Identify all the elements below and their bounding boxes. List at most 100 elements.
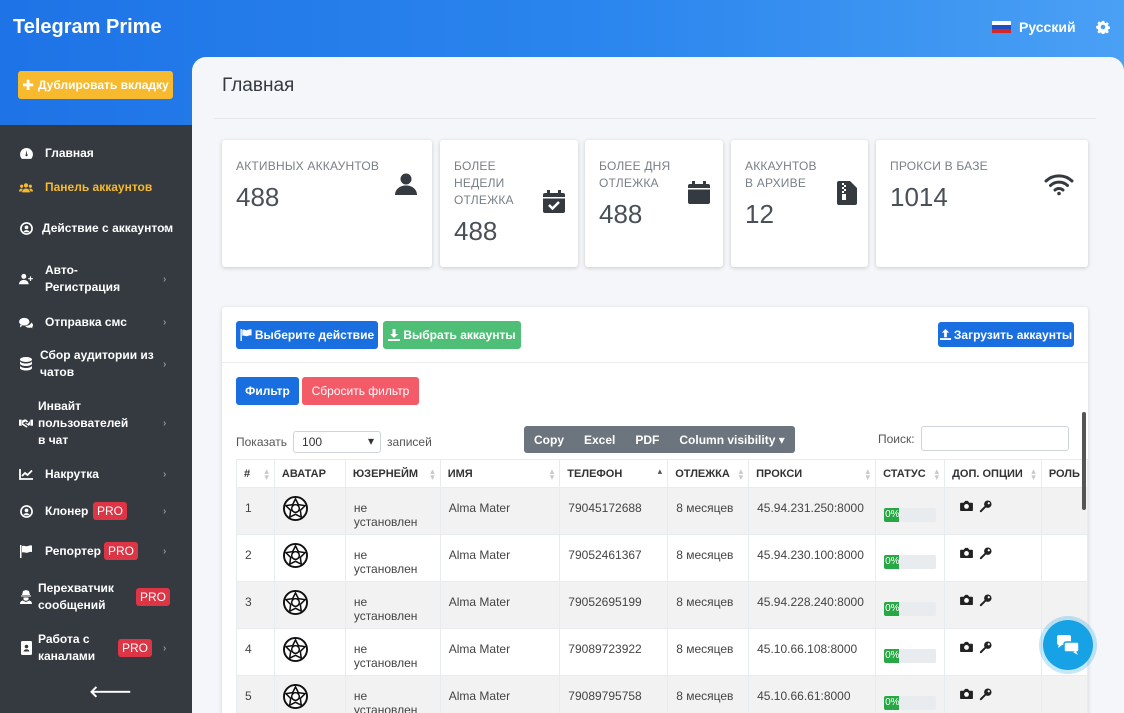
role-cell — [1040, 675, 1089, 713]
sidebar-item-sms[interactable]: Отправка смс › — [0, 314, 192, 331]
table-row[interactable]: 5 не установлен Alma Mater 79089795758 8 мес… — [236, 675, 1089, 713]
column-header[interactable]: Телефон ▴ — [559, 459, 669, 488]
scrollbar[interactable] — [1082, 412, 1086, 510]
key-icon[interactable] — [979, 547, 992, 560]
role-cell — [1040, 534, 1089, 582]
chevron-right-icon: › — [163, 469, 167, 480]
key-icon[interactable] — [979, 688, 992, 701]
sidebar-item-invite-users[interactable]: Инвайт пользователей в чат › — [0, 398, 192, 449]
camera-icon[interactable] — [960, 547, 973, 558]
row-number: 2 — [236, 534, 275, 582]
camera-icon[interactable] — [960, 688, 973, 699]
sidebar-item-message-interceptor[interactable]: Перехватчик сообщений PRO — [0, 580, 192, 614]
chevron-right-icon: › — [163, 317, 167, 328]
username-cell: не установлен — [344, 487, 441, 535]
status-progress-fill: 0% — [884, 696, 900, 710]
phone-cell: 79045172688 — [559, 487, 669, 535]
select-accounts-button[interactable]: Выбрать аккаунты — [383, 321, 521, 349]
table-row[interactable]: 4 не установлен Alma Mater 79089723922 8 мес… — [236, 628, 1089, 676]
sidebar-item-audience-collection[interactable]: Сбор аудитории из чатов › — [0, 347, 192, 381]
divider — [222, 362, 1088, 363]
name-cell: Alma Mater — [439, 581, 561, 629]
sidebar-item-channels[interactable]: Работа с каналами PRO › — [0, 631, 192, 665]
sidebar-item-account-action[interactable]: Действие с аккаунтом › — [0, 211, 192, 245]
column-header[interactable]: Отлежка ▴ ▾ — [667, 459, 750, 488]
user-icon — [395, 173, 417, 195]
duplicate-tab-button[interactable]: ✚ Дублировать вкладку — [18, 71, 173, 99]
column-visibility-button[interactable]: Column visibility ▾ — [679, 432, 785, 447]
sidebar-item-home[interactable]: Главная — [0, 145, 192, 162]
table-row[interactable]: 3 не установлен Alma Mater 79052695199 8 мес… — [236, 581, 1089, 629]
language-switcher[interactable]: Русский — [992, 19, 1076, 35]
status-progress-fill: 0% — [884, 602, 900, 616]
key-icon[interactable] — [979, 594, 992, 607]
chat-button[interactable] — [1043, 620, 1093, 670]
column-header[interactable]: Аватар — [273, 459, 346, 488]
address-book-icon — [19, 641, 33, 655]
sidebar: Главная Панель аккаунтов Действие с акка… — [0, 125, 192, 713]
key-icon[interactable] — [979, 500, 992, 513]
sidebar-item-boost[interactable]: Накрутка › — [0, 466, 192, 483]
copy-button[interactable]: Copy — [534, 432, 564, 447]
chevron-right-icon: › — [163, 505, 167, 517]
column-header[interactable]: Прокси ▴ ▾ — [748, 459, 877, 488]
chevron-right-icon: › — [163, 545, 167, 557]
column-header[interactable]: Доп. опции ▴ ▾ — [944, 459, 1042, 488]
status-cell: 0% — [875, 487, 946, 535]
age-cell: 8 месяцев — [667, 534, 750, 582]
app-title[interactable]: Telegram Prime — [13, 16, 162, 38]
table-row[interactable]: 2 не установлен Alma Mater 79052461367 8 мес… — [236, 534, 1089, 582]
page-length-select[interactable]: 100 — [293, 431, 382, 453]
gear-icon[interactable] — [1096, 20, 1110, 34]
sidebar-item-cloner[interactable]: Клонер PRO › — [0, 499, 192, 523]
column-header[interactable]: # ▴ ▾ — [236, 459, 275, 488]
russia-flag-icon — [992, 20, 1011, 34]
key-icon[interactable] — [979, 641, 992, 654]
row-number: 5 — [236, 675, 275, 713]
sidebar-item-accounts-panel[interactable]: Панель аккаунтов — [0, 179, 192, 196]
stat-card-proxies: Прокси в базе 1014 — [876, 140, 1088, 267]
user-circle-icon — [19, 504, 33, 518]
avatar-cell — [273, 581, 346, 629]
extra-options-cell — [944, 581, 1042, 629]
excel-button[interactable]: Excel — [584, 432, 616, 447]
phone-cell: 79089723922 — [559, 628, 669, 676]
role-cell — [1040, 487, 1089, 535]
status-cell: 0% — [875, 628, 946, 676]
search-input[interactable] — [921, 426, 1069, 451]
column-header[interactable]: Роль — [1040, 459, 1089, 488]
sidebar-item-auto-registration[interactable]: Авто-Регистрация › — [0, 262, 192, 296]
status-progress-bar: 0% — [884, 508, 937, 522]
camera-icon[interactable] — [960, 641, 973, 652]
column-header[interactable]: Имя ▴ ▾ — [439, 459, 561, 488]
age-cell: 8 месяцев — [667, 628, 750, 676]
pro-badge: PRO — [93, 502, 128, 520]
sidebar-item-reporter[interactable]: Репортер PRO › — [0, 539, 192, 563]
page-length-control: Показать 100 записей — [236, 431, 432, 453]
stat-card-day-age: Более дня отлежка 488 — [585, 140, 723, 267]
username-cell: не установлен — [344, 628, 441, 676]
chat-bubbles-icon — [1057, 635, 1079, 655]
table-row[interactable]: 1 не установлен Alma Mater 79045172688 8 мес… — [236, 487, 1089, 535]
column-header[interactable]: Статус ▴ ▾ — [875, 459, 946, 488]
chevron-right-icon: › — [163, 222, 167, 234]
collapse-sidebar-arrow-icon[interactable]: 🡐 — [89, 684, 132, 701]
avatar — [282, 590, 308, 615]
column-header[interactable]: Юзернейм ▴ ▾ — [344, 459, 441, 488]
entries-label: записей — [387, 435, 432, 449]
name-cell: Alma Mater — [439, 675, 561, 713]
pdf-button[interactable]: PDF — [635, 432, 660, 447]
chart-line-icon — [19, 468, 33, 482]
filter-button[interactable]: Фильтр — [236, 377, 299, 405]
reset-filter-button[interactable]: Сбросить фильтр — [302, 377, 419, 405]
flag-icon — [19, 544, 33, 558]
upload-accounts-label: Загрузить аккаунты — [953, 327, 1073, 342]
row-number: 1 — [236, 487, 275, 535]
pro-badge: PRO — [118, 639, 153, 657]
camera-icon[interactable] — [960, 500, 973, 511]
choose-action-button[interactable]: Выберите действие — [236, 321, 378, 349]
row-options — [953, 688, 1033, 701]
upload-accounts-button[interactable]: Загрузить аккаунты — [938, 322, 1074, 347]
show-label: Показать — [236, 435, 288, 449]
camera-icon[interactable] — [960, 594, 973, 605]
